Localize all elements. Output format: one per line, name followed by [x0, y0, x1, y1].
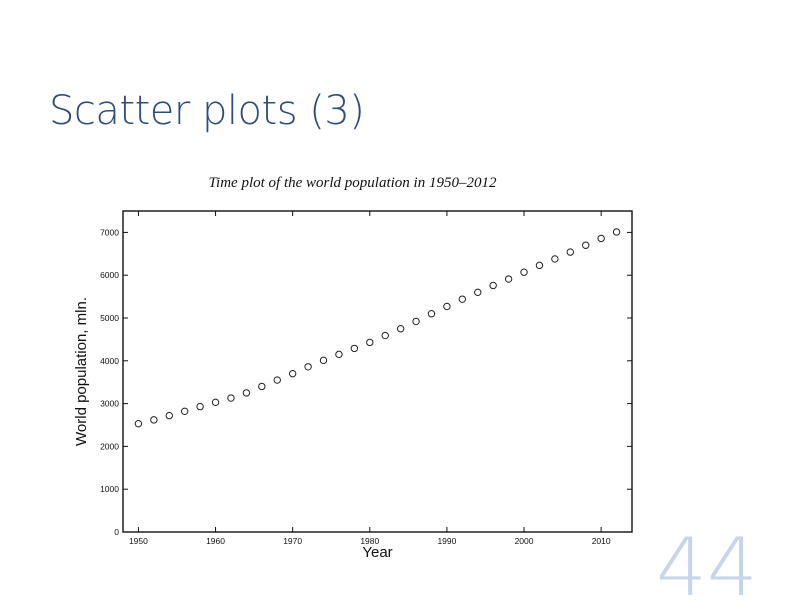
data-point — [258, 382, 266, 391]
data-point — [396, 325, 405, 333]
x-axis: 1950 1960 1970 1980 1990 2000 2010 — [129, 211, 611, 546]
data-point — [381, 331, 389, 340]
data-point — [242, 389, 251, 397]
data-point — [427, 310, 436, 318]
y-tick-label: 1000 — [100, 484, 119, 494]
x-tick-label: 2010 — [592, 536, 611, 546]
data-point — [211, 398, 220, 407]
data-point — [443, 302, 451, 311]
x-axis-label: Year — [362, 544, 392, 561]
y-tick-label: 4000 — [100, 356, 119, 366]
data-point — [227, 394, 235, 402]
slide-title: Scatter plots (3) — [49, 88, 365, 134]
data-point — [458, 295, 467, 303]
x-tick-label: 1970 — [283, 536, 302, 546]
data-point — [597, 234, 605, 243]
data-point — [288, 369, 297, 378]
y-tick-label: 3000 — [100, 399, 119, 409]
data-point — [196, 402, 204, 411]
data-point — [551, 255, 559, 263]
y-tick-label: 2000 — [100, 441, 119, 451]
y-tick-label: 0 — [114, 527, 119, 537]
y-tick-label: 6000 — [100, 270, 119, 280]
data-point — [582, 241, 590, 249]
data-point — [412, 317, 420, 326]
data-point — [566, 248, 575, 256]
x-tick-label: 1980 — [360, 536, 379, 546]
data-point — [165, 411, 173, 420]
data-point — [489, 281, 497, 290]
data-point — [273, 376, 281, 384]
data-point — [612, 228, 621, 236]
data-point — [474, 288, 482, 297]
data-point — [350, 344, 359, 353]
y-tick-label: 5000 — [100, 313, 119, 323]
y-axis-label: World population, mln. — [73, 297, 90, 446]
slide-number: 44 — [656, 521, 758, 614]
plot-border — [122, 210, 633, 533]
data-point — [134, 420, 143, 428]
data-point — [180, 407, 189, 416]
data-point — [366, 338, 374, 347]
x-tick-label: 1990 — [437, 536, 456, 546]
x-tick-label: 1950 — [129, 536, 148, 546]
data-point — [335, 350, 343, 359]
plot-frame — [122, 210, 633, 533]
data-point — [304, 363, 312, 371]
chart-title: Time plot of the world population in 195… — [209, 175, 497, 191]
x-tick-label: 2000 — [515, 536, 534, 546]
data-point — [504, 275, 513, 283]
data-points — [134, 228, 621, 428]
y-axis: 0 1000 2000 3000 4000 5000 6000 7000 — [100, 227, 632, 537]
data-point — [150, 416, 158, 424]
data-point — [520, 268, 528, 276]
x-tick-label: 1960 — [206, 536, 225, 546]
data-point — [535, 261, 544, 270]
y-tick-label: 7000 — [100, 227, 119, 237]
data-point — [319, 356, 328, 365]
scatter-chart: Time plot of the world population in 195… — [73, 175, 633, 561]
